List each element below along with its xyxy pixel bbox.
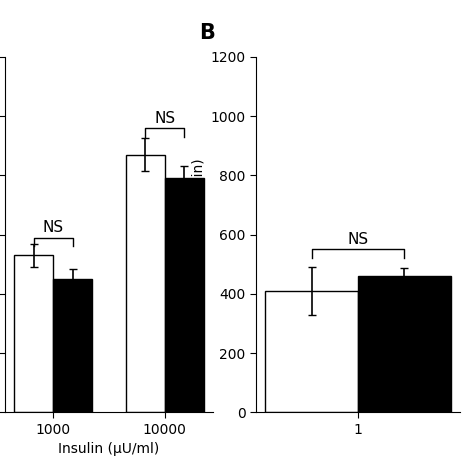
Bar [53, 279, 92, 412]
Bar [265, 291, 358, 412]
Bar [358, 276, 450, 412]
X-axis label: Insulin (μU/ml): Insulin (μU/ml) [58, 442, 160, 456]
Bar [126, 155, 165, 412]
Text: NS: NS [347, 232, 368, 247]
Text: NS: NS [154, 110, 175, 126]
Bar [14, 255, 53, 412]
Text: B: B [199, 23, 215, 43]
Y-axis label: 2DG uptake
(nmole/100mg/20min): 2DG uptake (nmole/100mg/20min) [174, 157, 205, 312]
Text: NS: NS [43, 220, 64, 235]
Bar [165, 178, 204, 412]
